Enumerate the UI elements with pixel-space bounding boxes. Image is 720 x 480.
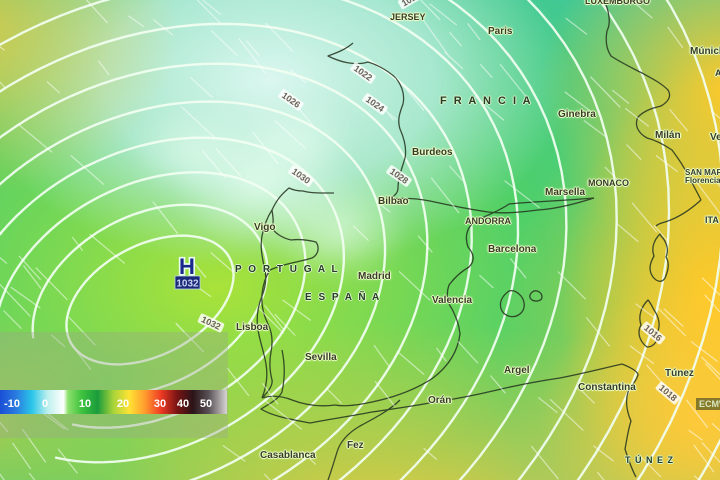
svg-text:0: 0 bbox=[42, 398, 48, 410]
svg-text:40: 40 bbox=[177, 398, 189, 410]
svg-text:50: 50 bbox=[200, 398, 212, 410]
svg-text:-10: -10 bbox=[4, 398, 20, 410]
svg-text:20: 20 bbox=[117, 398, 129, 410]
svg-text:30: 30 bbox=[154, 398, 166, 410]
svg-text:10: 10 bbox=[79, 398, 91, 410]
